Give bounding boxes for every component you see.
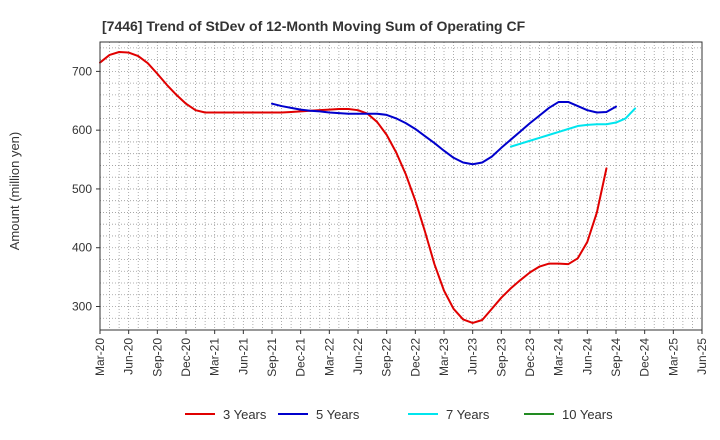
y-axis-label: Amount (million yen) bbox=[7, 132, 22, 251]
x-tick-label: Mar-22 bbox=[322, 338, 336, 376]
x-tick-label: Sep-24 bbox=[609, 338, 623, 377]
legend-label: 3 Years bbox=[223, 407, 267, 422]
series-line-5-years bbox=[271, 100, 617, 166]
legend: 3 Years 5 Years 7 Years 10 Years bbox=[185, 407, 613, 422]
x-tick-label: Mar-20 bbox=[93, 338, 107, 376]
x-tick-label: Dec-23 bbox=[523, 338, 537, 377]
chart-title: [7446] Trend of StDev of 12-Month Moving… bbox=[102, 18, 526, 34]
y-tick-label: 500 bbox=[72, 182, 92, 196]
plot-frame bbox=[99, 41, 703, 331]
x-tick-label: Sep-21 bbox=[265, 338, 279, 377]
y-tick-label: 700 bbox=[72, 64, 92, 78]
x-tick-label: Dec-21 bbox=[294, 338, 308, 377]
x-tick-label: Jun-22 bbox=[351, 338, 365, 375]
x-axis-ticks: Mar-20 Jun-20 Sep-20 Dec-20 Mar-21 Jun-21 Sep-… bbox=[93, 330, 709, 377]
legend-label: 10 Years bbox=[562, 407, 613, 422]
plot-area bbox=[100, 42, 702, 330]
x-tick-label: Dec-24 bbox=[638, 338, 652, 377]
y-axis-ticks: 300 400 500 600 700 bbox=[72, 64, 100, 313]
x-tick-label: Sep-22 bbox=[380, 338, 394, 377]
series-line-3-years bbox=[99, 50, 608, 324]
y-tick-label: 400 bbox=[72, 241, 92, 255]
x-tick-label: Jun-25 bbox=[695, 338, 709, 375]
x-tick-label: Mar-25 bbox=[666, 338, 680, 376]
x-tick-label: Dec-20 bbox=[179, 338, 193, 377]
x-tick-label: Mar-24 bbox=[552, 338, 566, 376]
legend-label: 7 Years bbox=[446, 407, 490, 422]
x-tick-label: Sep-23 bbox=[494, 338, 508, 377]
y-tick-label: 300 bbox=[72, 299, 92, 313]
series-layer bbox=[99, 50, 637, 324]
y-tick-label: 600 bbox=[72, 123, 92, 137]
x-tick-label: Jun-24 bbox=[580, 338, 594, 375]
x-tick-label: Mar-23 bbox=[437, 338, 451, 376]
x-tick-label: Sep-20 bbox=[150, 338, 164, 377]
series-line-7-years bbox=[509, 107, 637, 148]
x-tick-label: Mar-21 bbox=[208, 338, 222, 376]
legend-label: 5 Years bbox=[316, 407, 360, 422]
x-tick-label: Jun-23 bbox=[466, 338, 480, 375]
x-tick-label: Jun-21 bbox=[236, 338, 250, 375]
x-tick-label: Jun-20 bbox=[122, 338, 136, 375]
grid-lines bbox=[100, 42, 702, 330]
x-tick-label: Dec-22 bbox=[408, 338, 422, 377]
